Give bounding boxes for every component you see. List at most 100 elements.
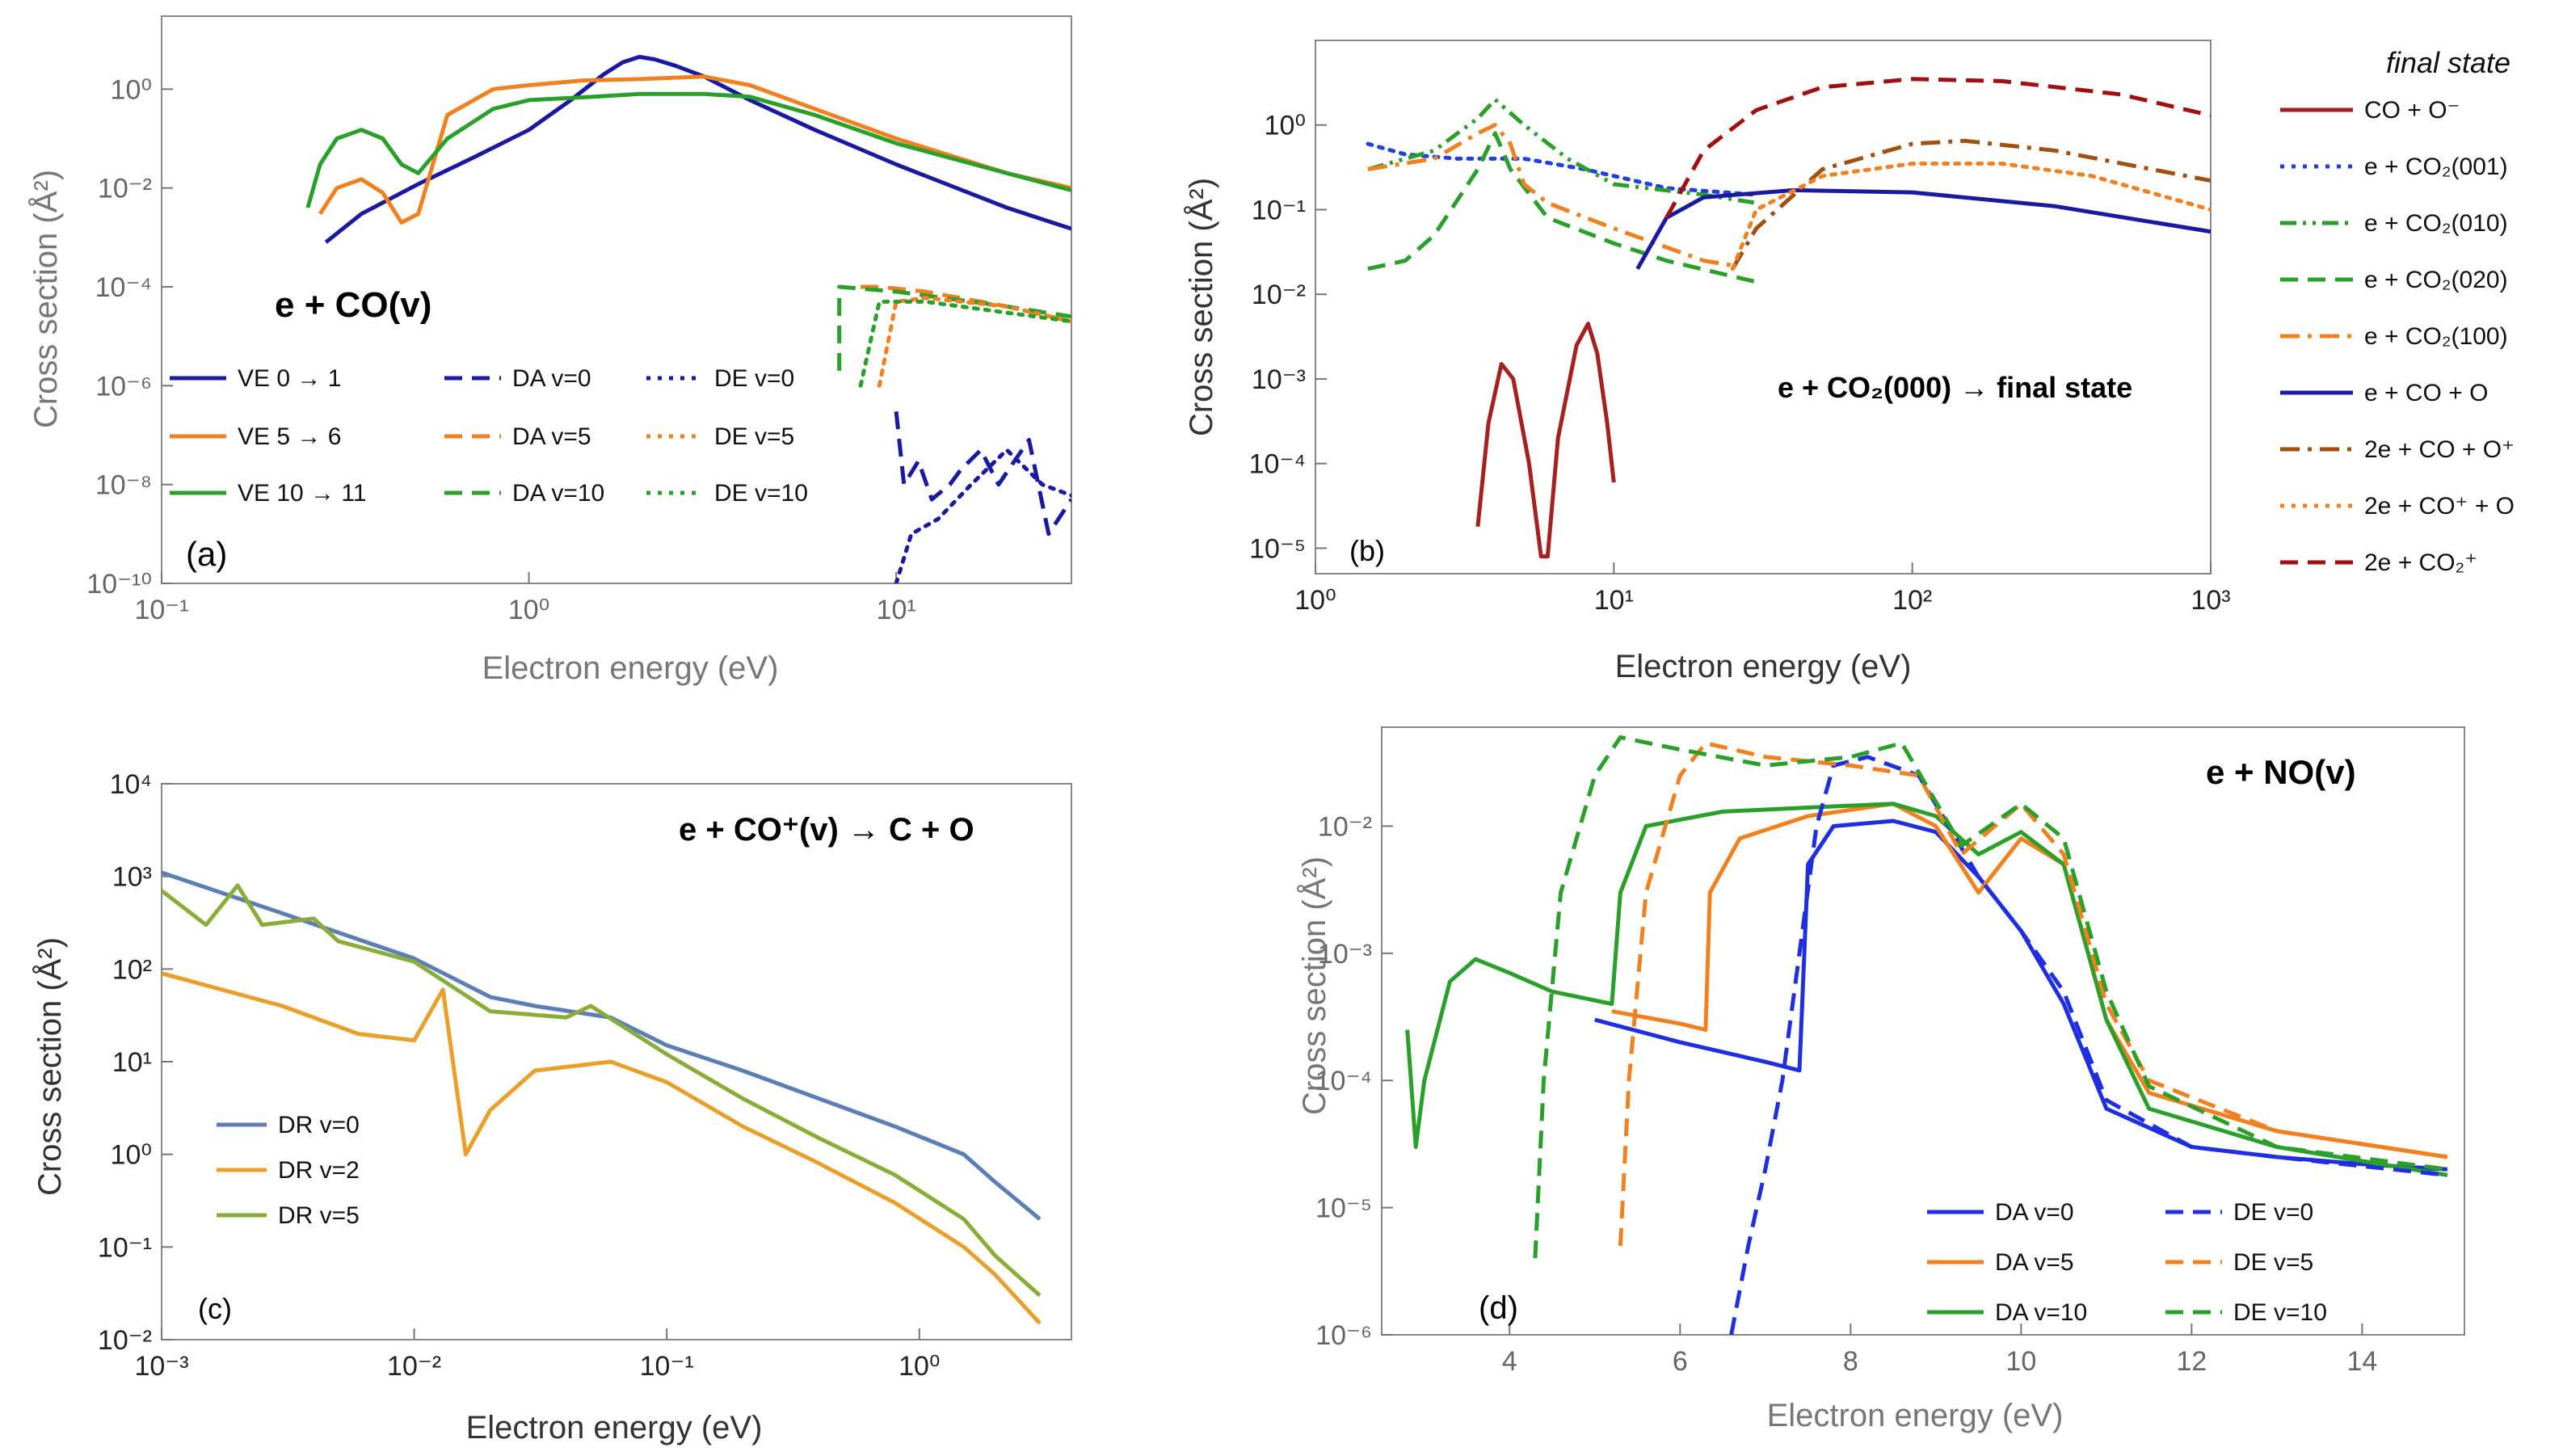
- panel-c-series-line: [162, 883, 1042, 1298]
- panel-d-xtick-label: 12: [2176, 1346, 2207, 1377]
- panel-b-legend-title: final state: [2386, 46, 2510, 79]
- panel-b-series-line: [1730, 162, 2211, 271]
- legend-label: VE 0 → 1: [238, 365, 341, 392]
- panel-a-ytick-label: 10⁻⁶: [95, 371, 152, 402]
- panel-c-xtick-label: 10⁻²: [387, 1351, 441, 1382]
- panel-c-ytick-label: 10⁴: [110, 769, 152, 800]
- panel-d-series: [1405, 735, 2448, 1335]
- panel-a-series-line: [837, 284, 1071, 371]
- legend-label: DE v=5: [2233, 1249, 2313, 1276]
- panel-a-xtick-label: 10⁰: [508, 595, 549, 625]
- panel-b-series-line: [1367, 123, 1733, 267]
- panel-b-frame: [1315, 40, 2212, 574]
- panel-a-series: [305, 54, 1071, 583]
- panel-c-xtick-label: 10⁻³: [134, 1351, 188, 1382]
- panel-b-ytick-label: 10⁻¹: [1252, 195, 1306, 225]
- legend-label: DA v=5: [512, 423, 591, 450]
- panel-d-ytick-label: 10⁻⁶: [1315, 1320, 1372, 1351]
- panel-d-ytick-label: 10⁻⁵: [1315, 1193, 1372, 1224]
- legend-label: 2e + CO + O⁺: [2364, 436, 2515, 463]
- panel-a-label: (a): [186, 535, 227, 573]
- panel-b-ytick-label: 10⁰: [1265, 111, 1306, 141]
- panel-d-title: e + NO(v): [2206, 753, 2356, 791]
- panel-b-title: e + CO₂(000) → final state: [1778, 371, 2132, 404]
- panel-d-xtick-label: 10: [2005, 1346, 2036, 1377]
- panel-a-series-line: [894, 448, 1071, 583]
- legend-label: DA v=10: [512, 480, 604, 507]
- panel-d-xtick-label: 8: [1843, 1346, 1858, 1377]
- legend-label: 2e + CO⁺ + O: [2364, 493, 2515, 520]
- panel-b-xtick-label: 10¹: [1594, 585, 1634, 616]
- legend-label: e + CO₂(010): [2364, 210, 2508, 237]
- panel-a-ytick-label: 10⁻¹⁰: [86, 569, 152, 600]
- panel-d-xtick-label: 4: [1502, 1346, 1517, 1377]
- panel-d-label: (d): [1479, 1290, 1518, 1326]
- panel-d-series-line: [1729, 755, 2448, 1335]
- panel-a-ylabel: Cross section (Å²): [27, 170, 64, 428]
- panel-b-series-line: [1664, 77, 2211, 219]
- panel-d-ylabel: Cross section (Å²): [1296, 856, 1332, 1115]
- panel-b-ticks: 10⁰ 10¹ 10² 10³ 10⁰ 10⁻¹ 10⁻² 10⁻³ 10⁻⁴ 10⁻⁵: [1249, 111, 2231, 616]
- panel-b: 10⁰ 10¹ 10² 10³ 10⁰ 10⁻¹ 10⁻² 10⁻³ 10⁻⁴ 10⁻⁵ e + …: [1183, 40, 2515, 684]
- legend-label: e + CO₂(100): [2364, 323, 2508, 350]
- panel-b-label: (b): [1349, 534, 1385, 567]
- panel-a-series-line: [877, 296, 1071, 388]
- panel-b-series: [1366, 77, 2211, 559]
- panel-b-xtick-label: 10⁰: [1294, 585, 1336, 616]
- panel-b-series-line: [1475, 322, 1616, 559]
- panel-a-title: e + CO(v): [275, 285, 431, 325]
- panel-a-series-line: [894, 411, 1071, 537]
- panel-c-ytick-label: 10³: [112, 862, 152, 893]
- panel-b-xlabel: Electron energy (eV): [1615, 649, 1912, 684]
- panel-c-series: [162, 870, 1042, 1325]
- panel-c-ytick-label: 10⁻¹: [98, 1232, 152, 1263]
- panel-c-ytick-label: 10²: [112, 954, 152, 985]
- legend-label: e + CO + O: [2364, 380, 2488, 406]
- panel-a-ytick-label: 10⁻⁴: [95, 272, 152, 303]
- panel-d-legend: DA v=0 DA v=5 DA v=10 DE v=0 DE v=5 DE v=10: [1927, 1199, 2327, 1326]
- legend-label: e + CO₂(001): [2364, 154, 2508, 180]
- panel-c-xlabel: Electron energy (eV): [466, 1410, 763, 1445]
- legend-label: DE v=0: [2233, 1199, 2313, 1226]
- panel-b-series-line: [1731, 138, 2211, 270]
- panel-c-xtick-label: 10⁻¹: [640, 1351, 694, 1382]
- legend-label: DA v=0: [1995, 1199, 2074, 1226]
- panel-c-title: e + CO⁺(v) → C + O: [679, 812, 974, 848]
- panel-d-ytick-label: 10⁻²: [1318, 811, 1372, 842]
- panel-d-series-line: [1533, 735, 2448, 1259]
- legend-label: e + CO₂(020): [2364, 267, 2508, 293]
- legend-label: DR v=0: [278, 1112, 360, 1138]
- panel-c-series-line: [162, 870, 1042, 1221]
- panel-b-ytick-label: 10⁻⁵: [1249, 533, 1306, 564]
- legend-label: DE v=10: [2233, 1299, 2327, 1326]
- panel-a-ytick-label: 10⁻⁸: [95, 470, 152, 501]
- panel-a-xlabel: Electron energy (eV): [482, 650, 779, 686]
- panel-c-label: (c): [198, 1292, 232, 1325]
- panel-d-xlabel: Electron energy (eV): [1767, 1398, 2064, 1433]
- legend-label: 2e + CO₂⁺: [2364, 549, 2477, 576]
- panel-c-ytick-label: 10⁰: [111, 1140, 152, 1171]
- legend-label: DR v=2: [278, 1157, 360, 1184]
- panel-b-legend: CO + O⁻ e + CO₂(001) e + CO₂(010) e + CO₂(0…: [2280, 97, 2515, 576]
- panel-c-legend: DR v=0 DR v=2 DR v=5: [217, 1112, 360, 1229]
- legend-label: VE 5 → 6: [238, 423, 341, 450]
- panel-a-xtick-label: 10⁻¹: [134, 595, 188, 625]
- legend-label: DR v=5: [278, 1202, 360, 1229]
- panel-c-ytick-label: 10¹: [112, 1047, 152, 1078]
- legend-label: VE 10 → 11: [238, 480, 367, 507]
- legend-label: DA v=5: [1995, 1249, 2074, 1276]
- panel-a-legend: VE 0 → 1 VE 5 → 6 VE 10 → 11 DA v=0 DA v=5 DA…: [170, 365, 808, 507]
- legend-label: DA v=10: [1995, 1299, 2087, 1326]
- panel-c-xtick-label: 10⁰: [899, 1351, 940, 1382]
- legend-label: DE v=5: [714, 423, 794, 450]
- panel-b-ytick-label: 10⁻³: [1252, 364, 1306, 395]
- panel-c-ytick-label: 10⁻²: [98, 1325, 152, 1356]
- panel-b-xtick-label: 10³: [2191, 585, 2230, 616]
- panel-a-series-line: [305, 91, 1071, 208]
- panel-a-series-line: [858, 299, 1071, 388]
- panel-d-series-line: [1405, 802, 2448, 1177]
- panel-a-xtick-label: 10¹: [877, 595, 916, 625]
